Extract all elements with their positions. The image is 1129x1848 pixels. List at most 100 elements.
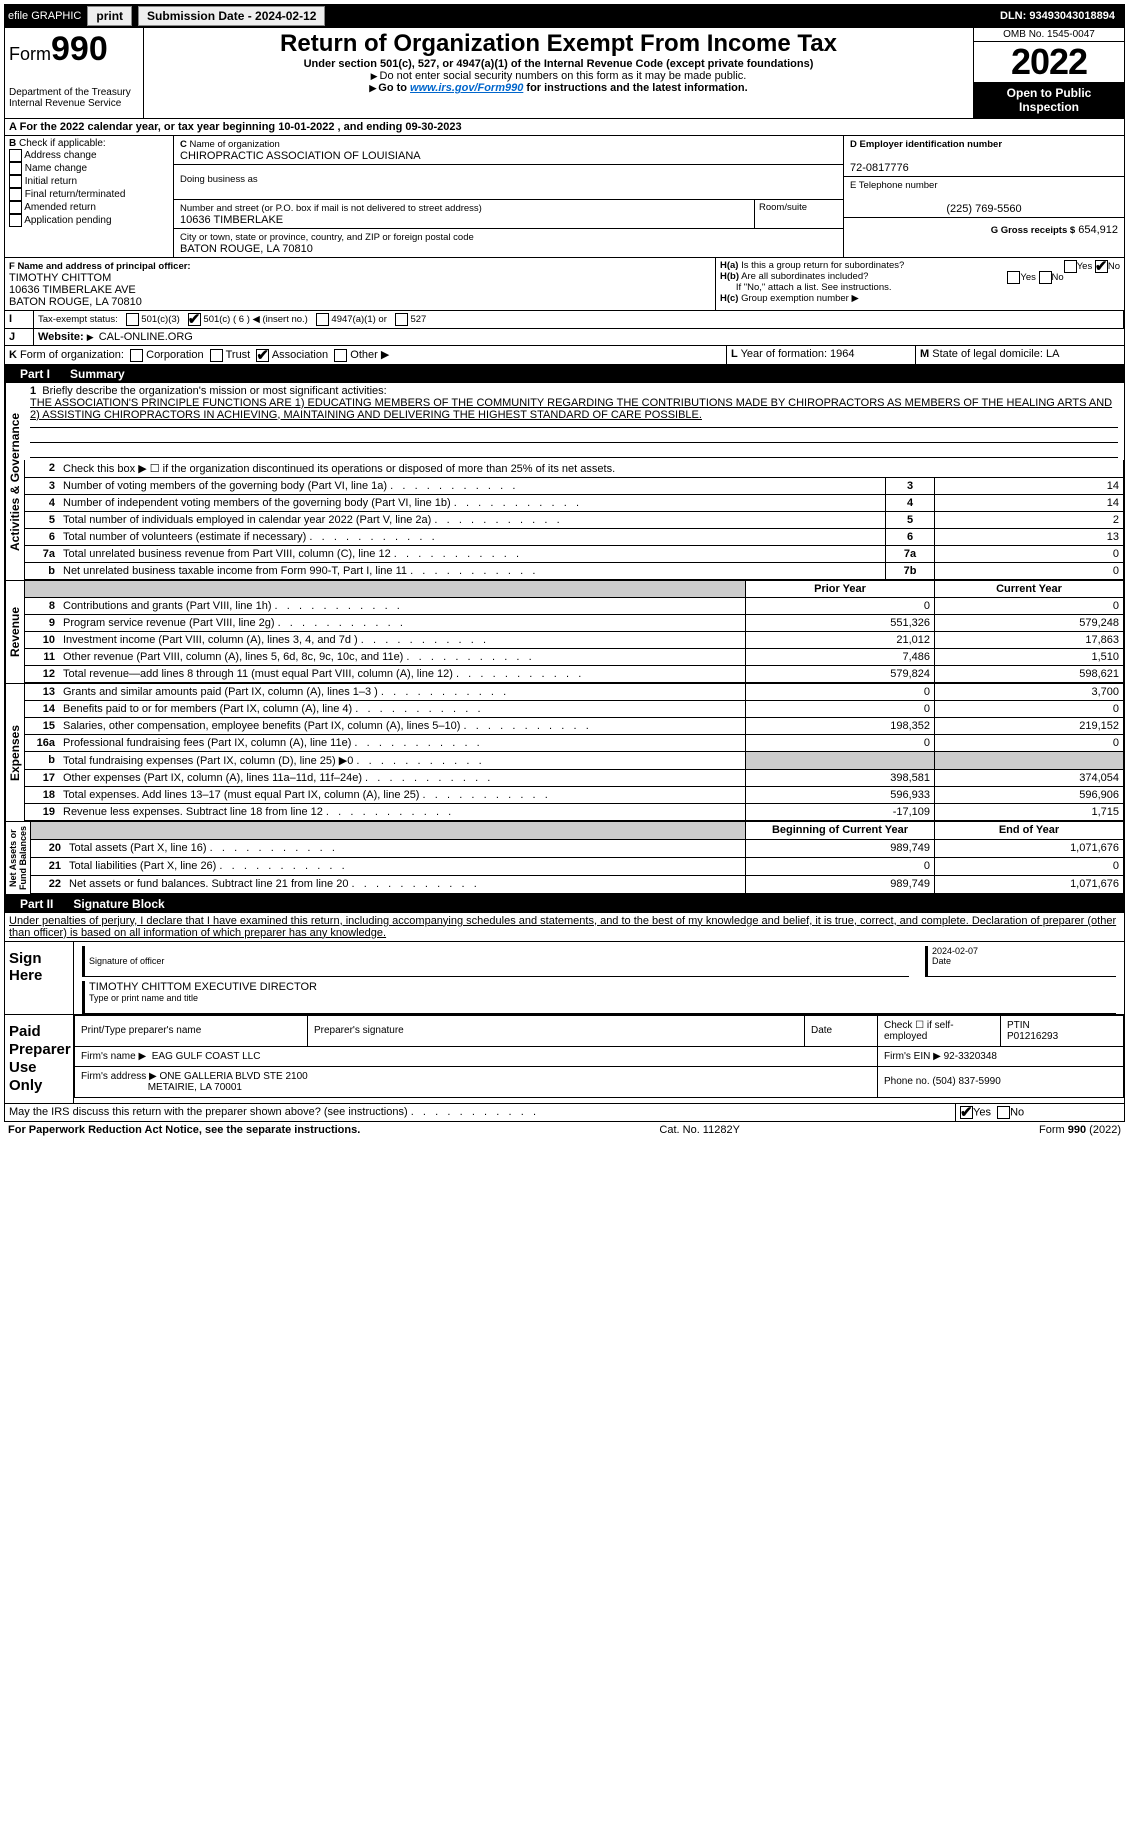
page-footer: For Paperwork Reduction Act Notice, see … bbox=[4, 1122, 1125, 1138]
street-addr: 10636 TIMBERLAKE bbox=[180, 214, 283, 226]
opt-assoc: Association bbox=[272, 349, 328, 361]
discuss-yes[interactable] bbox=[960, 1106, 973, 1119]
chk-address-change[interactable] bbox=[9, 149, 22, 162]
dba-lbl: Doing business as bbox=[180, 174, 258, 185]
part1-header: Part I Summary bbox=[4, 365, 1125, 383]
prep-h4: Check ☐ if self-employed bbox=[878, 1015, 1001, 1046]
city-state-zip: BATON ROUGE, LA 70810 bbox=[180, 243, 313, 255]
website-val[interactable]: CAL-ONLINE.ORG bbox=[99, 331, 193, 343]
ptin-val: P01216293 bbox=[1007, 1031, 1058, 1042]
hb-no[interactable] bbox=[1039, 271, 1052, 284]
chk-pending[interactable] bbox=[9, 214, 22, 227]
goto-pre: Go to bbox=[369, 82, 410, 94]
submission-date-button[interactable]: Submission Date - 2024-02-12 bbox=[138, 6, 325, 26]
signer-name: TIMOTHY CHITTOM EXECUTIVE DIRECTOR bbox=[89, 981, 317, 993]
lbl-name-change: Name change bbox=[25, 163, 87, 174]
paid-prep-lbl: Paid Preparer Use Only bbox=[5, 1015, 74, 1103]
omb-number: OMB No. 1545-0047 bbox=[974, 28, 1124, 42]
chk-trust[interactable] bbox=[210, 349, 223, 362]
ha-yes[interactable] bbox=[1064, 260, 1077, 273]
hb-lbl: Are all subordinates included? bbox=[741, 271, 868, 282]
sig-officer: Signature of officer bbox=[82, 946, 909, 977]
exp-table: 13Grants and similar amounts paid (Part … bbox=[24, 684, 1124, 821]
ha-lbl: Is this a group return for subordinates? bbox=[741, 260, 904, 271]
row-j: J Website: CAL-ONLINE.ORG bbox=[4, 329, 1125, 346]
efile-label: efile GRAPHIC bbox=[8, 10, 81, 22]
chk-amended[interactable] bbox=[9, 201, 22, 214]
mission-lbl: Briefly describe the organization's miss… bbox=[42, 385, 386, 397]
gov-section: Activities & Governance 1 Briefly descri… bbox=[4, 383, 1125, 581]
form-number: Form990 bbox=[9, 30, 139, 69]
sig-name: TIMOTHY CHITTOM EXECUTIVE DIRECTOR Type … bbox=[82, 981, 1116, 1014]
year-formation: Year of formation: 1964 bbox=[741, 348, 855, 360]
exp-section: Expenses 13Grants and similar amounts pa… bbox=[4, 684, 1125, 822]
ein-lbl2: Firm's EIN ▶ bbox=[884, 1051, 941, 1062]
tax-year: 2022 bbox=[974, 42, 1124, 82]
box-c: C Name of organization CHIROPRACTIC ASSO… bbox=[174, 136, 843, 257]
name-lbl: Name of organization bbox=[190, 139, 280, 150]
addr-lbl: Number and street (or P.O. box if mail i… bbox=[180, 203, 482, 214]
firm-ein: 92-3320348 bbox=[944, 1051, 997, 1062]
phone-val: (225) 769-5560 bbox=[850, 203, 1118, 215]
hb-yes[interactable] bbox=[1007, 271, 1020, 284]
open-public-badge: Open to Public Inspection bbox=[974, 82, 1124, 118]
sig-date: 2024-02-07 Date bbox=[925, 946, 1116, 977]
prep-h5: PTIN bbox=[1007, 1020, 1030, 1031]
dept-treasury: Department of the Treasury bbox=[9, 87, 139, 98]
firm-addr2: METAIRIE, LA 70001 bbox=[148, 1082, 242, 1093]
chk-527[interactable] bbox=[395, 313, 408, 326]
chk-name-change[interactable] bbox=[9, 162, 22, 175]
prep-h3: Date bbox=[805, 1015, 878, 1046]
org-name: CHIROPRACTIC ASSOCIATION OF LOUISIANA bbox=[180, 150, 421, 162]
form-num: 990 bbox=[51, 30, 108, 68]
firm-phone-lbl: Phone no. bbox=[884, 1076, 930, 1087]
period-a: A For the 2022 calendar year, or tax yea… bbox=[5, 119, 1124, 135]
ein-lbl: D Employer identification number bbox=[850, 139, 1002, 150]
net-table: Beginning of Current YearEnd of Year20To… bbox=[30, 822, 1124, 894]
opt-4947: 4947(a)(1) or bbox=[331, 314, 386, 325]
form-title: Return of Organization Exempt From Incom… bbox=[148, 30, 969, 58]
rev-section: Revenue Prior YearCurrent Year8Contribut… bbox=[4, 581, 1125, 684]
chk-4947[interactable] bbox=[316, 313, 329, 326]
lbl-amended: Amended return bbox=[24, 202, 96, 213]
officer-addr1: 10636 TIMBERLAKE AVE bbox=[9, 284, 136, 296]
chk-other[interactable] bbox=[334, 349, 347, 362]
irs-link[interactable]: www.irs.gov/Form990 bbox=[410, 82, 523, 94]
box-b-hdr: Check if applicable: bbox=[19, 138, 106, 149]
footer-right: Form 990 (2022) bbox=[1039, 1124, 1121, 1136]
chk-assoc[interactable] bbox=[256, 349, 269, 362]
prep-h2: Preparer's signature bbox=[308, 1015, 805, 1046]
lbl-final: Final return/terminated bbox=[25, 189, 126, 200]
chk-initial[interactable] bbox=[9, 175, 22, 188]
opt-501c3: 501(c)(3) bbox=[141, 314, 180, 325]
chk-final[interactable] bbox=[9, 188, 22, 201]
gov-table: 2Check this box ▶ ☐ if the organization … bbox=[24, 460, 1124, 580]
dln-label: DLN: 93493043018894 bbox=[994, 8, 1121, 24]
chk-501c3[interactable] bbox=[126, 313, 139, 326]
form-subtitle: Under section 501(c), 527, or 4947(a)(1)… bbox=[148, 58, 969, 70]
form-header: Form990 Department of the Treasury Inter… bbox=[4, 28, 1125, 119]
firm-addr1: ONE GALLERIA BLVD STE 2100 bbox=[160, 1071, 308, 1082]
part2-header: Part II Signature Block bbox=[4, 895, 1125, 913]
sig-officer-lbl: Signature of officer bbox=[89, 956, 164, 966]
print-button[interactable]: print bbox=[87, 6, 132, 26]
goto-post: for instructions and the latest informat… bbox=[523, 82, 747, 94]
chk-corp[interactable] bbox=[130, 349, 143, 362]
firm-phone: (504) 837-5990 bbox=[932, 1076, 1000, 1087]
box-b: B Check if applicable: Address change Na… bbox=[5, 136, 174, 257]
officer-name: TIMOTHY CHITTOM bbox=[9, 272, 111, 284]
discuss-no[interactable] bbox=[997, 1106, 1010, 1119]
hc-lbl: Group exemption number bbox=[741, 293, 849, 304]
website-lbl: Website: bbox=[38, 331, 84, 343]
part2-lbl: Part II bbox=[12, 897, 61, 911]
sig-date-lbl: Date bbox=[932, 956, 951, 966]
ha-no[interactable] bbox=[1095, 260, 1108, 273]
form-word: Form bbox=[9, 44, 51, 64]
chk-501c[interactable] bbox=[188, 313, 201, 326]
net-section: Net Assets orFund Balances Beginning of … bbox=[4, 822, 1125, 895]
discuss-row: May the IRS discuss this return with the… bbox=[4, 1104, 1125, 1122]
ssn-warning: Do not enter social security numbers on … bbox=[148, 70, 969, 82]
row-i: I Tax-exempt status: 501(c)(3) 501(c) ( … bbox=[4, 311, 1125, 329]
opt-527: 527 bbox=[410, 314, 426, 325]
form-org-lbl: Form of organization: bbox=[20, 349, 124, 361]
